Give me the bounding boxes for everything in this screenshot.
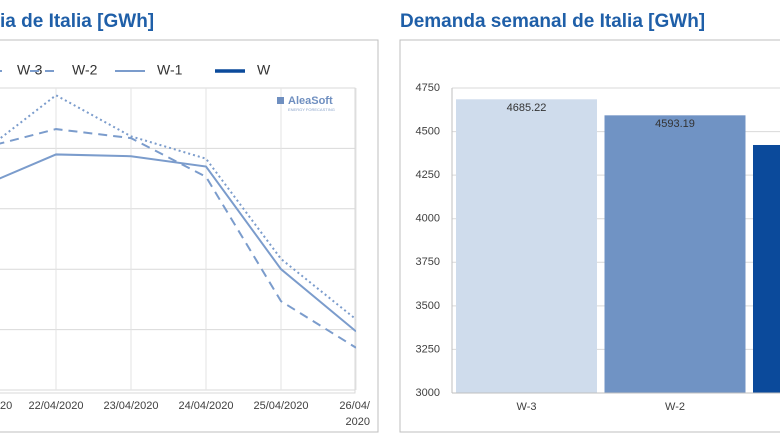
x-tick-label: 25/04/2020 <box>253 400 308 412</box>
bar <box>753 144 780 393</box>
chart-title: ia de Italia [GWh] <box>0 11 154 32</box>
x-tick-label: 22/04/2020 <box>28 400 83 412</box>
y-tick-label: 3750 <box>416 256 440 268</box>
y-tick-label: 4000 <box>416 213 440 225</box>
logo-name: AleaSoft <box>288 95 333 107</box>
x-tick-label: W-2 <box>665 401 685 413</box>
logo-tagline: ENERGY FORECASTING <box>288 107 335 112</box>
legend-label: W-3 <box>17 62 43 78</box>
legend-label: W-1 <box>157 62 183 78</box>
y-tick-label: 3250 <box>416 343 440 355</box>
x-tick-label: W-3 <box>517 401 537 413</box>
y-tick-label: 3000 <box>416 387 440 399</box>
lines <box>0 94 356 349</box>
x-tick-label: 26/04/2020 <box>339 400 371 428</box>
legend-label: W-2 <box>72 62 98 78</box>
x-tick-label-line: 26/04/ <box>339 400 371 412</box>
x-tick-label: 20 <box>0 400 12 412</box>
value-label: 4685.22 <box>507 102 547 114</box>
y-tick-label: 4750 <box>416 82 440 94</box>
left-panel <box>0 39 379 433</box>
logo-mark <box>277 97 284 104</box>
y-tick-label: 4250 <box>416 169 440 181</box>
y-tick-label: 4500 <box>416 125 440 137</box>
series-line <box>0 128 356 349</box>
chart-title: Demanda semanal de Italia [GWh] <box>400 11 705 32</box>
x-tick-label: 24/04/2020 <box>178 400 233 412</box>
bar <box>456 99 597 394</box>
x-tick-label: 23/04/2020 <box>103 400 158 412</box>
series-line <box>0 153 356 333</box>
x-tick-label-line: 2020 <box>346 416 370 428</box>
legend-label: W <box>257 62 271 78</box>
value-label: 4593.19 <box>655 118 695 130</box>
bar <box>604 115 746 393</box>
y-tick-label: 3500 <box>416 300 440 312</box>
